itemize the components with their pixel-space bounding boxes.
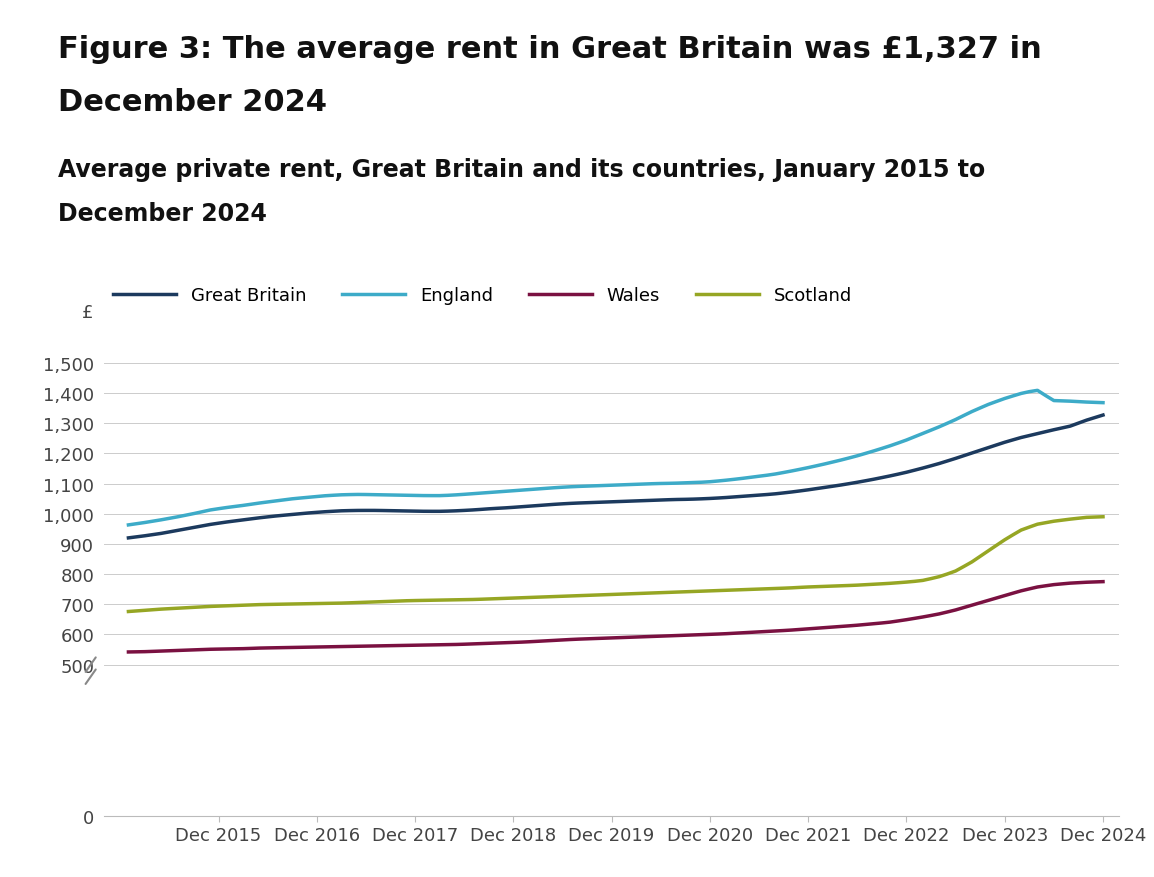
England (1096, 398, 1110, 409)
Wales (662, 631, 676, 641)
Text: Figure 3: The average rent in Great Britain was £1,327 in: Figure 3: The average rent in Great Brit… (58, 35, 1041, 64)
England (383, 490, 397, 501)
England (121, 520, 135, 531)
Great Britain (1063, 421, 1077, 431)
Text: £: £ (82, 303, 93, 321)
Wales (1096, 577, 1110, 588)
Great Britain (793, 486, 807, 496)
Wales (327, 642, 340, 652)
Scotland (1096, 512, 1110, 523)
Scotland (327, 598, 340, 609)
Line: Wales: Wales (128, 582, 1103, 652)
Scotland (662, 588, 676, 598)
Great Britain (121, 533, 135, 544)
Great Britain (891, 469, 905, 480)
Scotland (121, 607, 135, 617)
Wales (383, 641, 397, 652)
Legend: Great Britain, England, Wales, Scotland: Great Britain, England, Wales, Scotland (113, 287, 852, 305)
Scotland (383, 596, 397, 607)
England (1031, 386, 1044, 396)
Wales (891, 616, 905, 626)
Scotland (1063, 514, 1077, 524)
England (662, 479, 676, 489)
Wales (121, 647, 135, 658)
Wales (793, 624, 807, 635)
Text: Average private rent, Great Britain and its countries, January 2015 to: Average private rent, Great Britain and … (58, 158, 986, 182)
England (1072, 397, 1086, 408)
Scotland (891, 578, 905, 588)
Great Britain (1096, 410, 1110, 421)
Line: Great Britain: Great Britain (128, 416, 1103, 538)
Great Britain (327, 506, 340, 517)
Wales (1063, 578, 1077, 588)
Great Britain (383, 506, 397, 517)
Line: Scotland: Scotland (128, 517, 1103, 612)
Great Britain (662, 495, 676, 505)
Text: December 2024: December 2024 (58, 88, 327, 117)
England (327, 490, 340, 501)
Line: England: England (128, 391, 1103, 525)
England (891, 438, 905, 449)
Text: December 2024: December 2024 (58, 202, 267, 225)
Scotland (793, 582, 807, 593)
England (793, 465, 807, 475)
